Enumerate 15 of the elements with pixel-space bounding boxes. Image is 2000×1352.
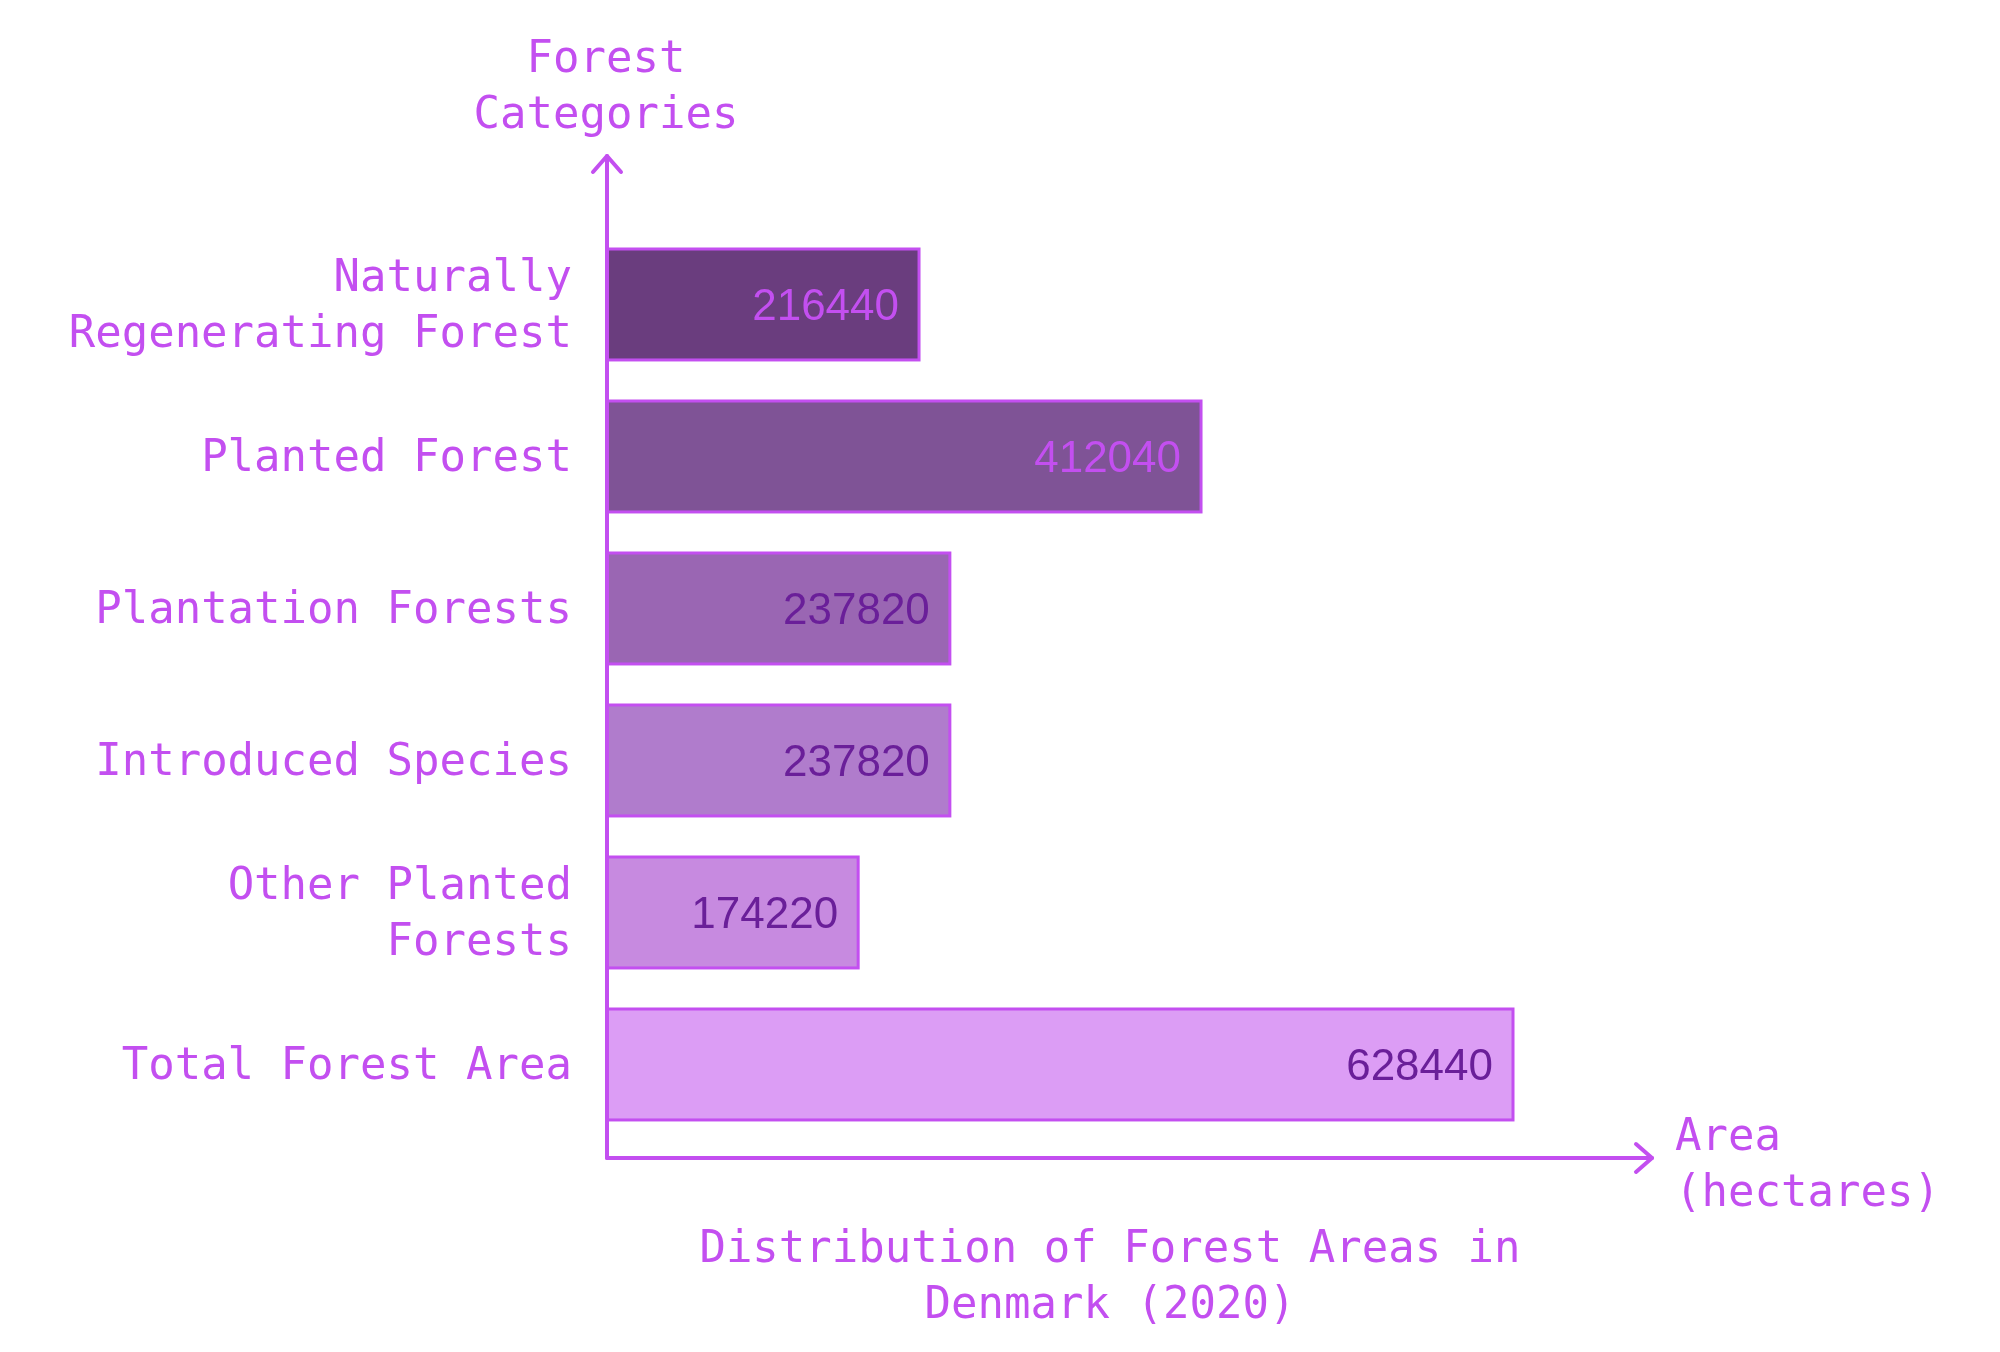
text: Distribution of Forest Areas in Denmark (2020) bbox=[699, 1221, 1521, 1328]
data-label: 216440 bbox=[752, 280, 900, 330]
y-tick-label: Plantation Forests bbox=[95, 582, 572, 634]
data-label: 628440 bbox=[1346, 1040, 1493, 1090]
y-tick-label: Naturally Regenerating Forest bbox=[68, 250, 572, 358]
y-tick-label: Introduced Species bbox=[95, 734, 572, 786]
y-axis-title: Forest Categories bbox=[473, 31, 739, 138]
y-tick-label: Planted Forest bbox=[201, 430, 572, 482]
data-label: 237820 bbox=[783, 584, 930, 634]
x-axis-title: Area (hectares) bbox=[1675, 1109, 1940, 1216]
data-label: 237820 bbox=[783, 736, 930, 786]
data-label: 412040 bbox=[1034, 432, 1182, 482]
y-tick-label: Other Planted Forests bbox=[227, 858, 572, 966]
y-tick-label: Total Forest Area bbox=[121, 1038, 572, 1090]
data-label: 174220 bbox=[691, 888, 839, 938]
